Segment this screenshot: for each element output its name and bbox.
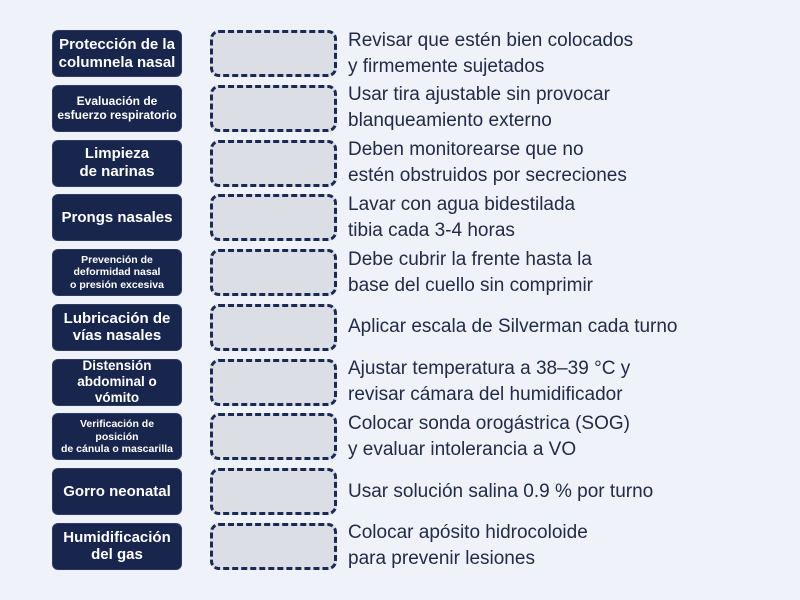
match-row: Prevención de deformidad nasal o presión… (0, 248, 800, 297)
clue-text: Lavar con agua bidestilada tibia cada 3-… (348, 193, 576, 241)
keyword-tile[interactable]: Prevención de deformidad nasal o presión… (52, 249, 182, 297)
clue-text: Aplicar escala de Silverman cada turno (348, 316, 678, 338)
keyword-tile[interactable]: Gorro neonatal (52, 468, 182, 516)
match-row: Gorro neonatal Usar solución salina 0.9 … (0, 468, 800, 516)
drop-slot[interactable] (210, 139, 337, 187)
drop-slot[interactable] (210, 194, 337, 242)
match-row: Limpieza de narinas Deben monitorearse q… (0, 139, 800, 187)
drop-slot[interactable] (210, 468, 337, 516)
drop-slot[interactable] (210, 30, 337, 77)
clue-text: Revisar que estén bien colocados y firme… (348, 29, 634, 77)
keyword-tile[interactable]: Limpieza de narinas (52, 139, 182, 187)
match-row: Prongs nasales Lavar con agua bidestilad… (0, 193, 800, 242)
keyword-tile[interactable]: Lubricación de vías nasales (52, 303, 182, 351)
drop-slot[interactable] (210, 249, 337, 297)
drop-slot[interactable] (210, 358, 337, 406)
clue-text: Colocar apósito hidrocoloide para preven… (348, 522, 588, 570)
match-row: Distensión abdominal o vómito Ajustar te… (0, 358, 800, 406)
match-row: Lubricación de vías nasales Aplicar esca… (0, 303, 800, 351)
keyword-tile[interactable]: Evaluación de esfuerzo respiratorio (52, 84, 182, 132)
match-row: Verificación de posición de cánula o mas… (0, 412, 800, 461)
keyword-tile[interactable]: Distensión abdominal o vómito (52, 358, 182, 406)
clue-text: Deben monitorearse que no estén obstruid… (348, 139, 627, 187)
keyword-tile[interactable]: Verificación de posición de cánula o mas… (52, 413, 182, 461)
drop-slot[interactable] (210, 522, 337, 570)
keyword-tile[interactable]: Humidificación del gas (52, 522, 182, 570)
keyword-tile[interactable]: Prongs nasales (52, 194, 182, 242)
keyword-tile[interactable]: Protección de la columnela nasal (52, 30, 182, 77)
match-row: Evaluación de esfuerzo respiratorio Usar… (0, 84, 800, 132)
match-rows: Protección de la columnela nasal Revisar… (0, 30, 800, 570)
drop-slot[interactable] (210, 303, 337, 351)
drop-slot[interactable] (210, 413, 337, 461)
clue-text: Usar tira ajustable sin provocar blanque… (348, 84, 610, 132)
clue-text: Ajustar temperatura a 38–39 °C y revisar… (348, 358, 631, 406)
match-row: Humidificación del gas Colocar apósito h… (0, 522, 800, 570)
drop-slot[interactable] (210, 84, 337, 132)
match-row: Protección de la columnela nasal Revisar… (0, 30, 800, 77)
clue-text: Colocar sonda orogástrica (SOG) y evalua… (348, 412, 630, 460)
clue-text: Usar solución salina 0.9 % por turno (348, 480, 654, 502)
clue-text: Debe cubrir la frente hasta la base del … (348, 248, 593, 296)
